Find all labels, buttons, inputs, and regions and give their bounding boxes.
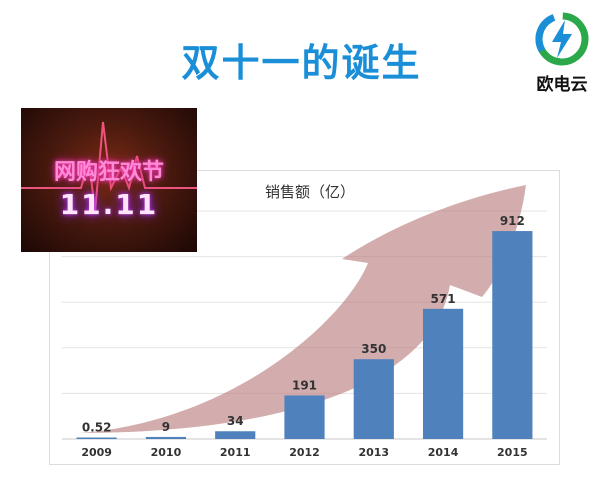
x-tick-label-2015: 2015 [497, 446, 528, 459]
chart-frame: 0.52 9 34 191 350 571 912 2009 2010 2011 2012 2013… [49, 170, 560, 465]
heartbeat-line [21, 121, 197, 213]
bar-2010 [145, 436, 187, 439]
value-label-2009: 0.52 [82, 421, 112, 435]
value-label-2011: 34 [227, 414, 244, 428]
x-tick-label-2013: 2013 [358, 446, 389, 459]
bar-2015 [492, 231, 533, 439]
x-tick-label-2012: 2012 [289, 446, 320, 459]
promo-image: 网购狂欢节 11.11 [21, 108, 197, 252]
bar-2009 [76, 437, 117, 439]
slide-title: 双十一的诞生 [181, 41, 422, 85]
value-label-2012: 191 [292, 378, 317, 392]
value-label-2015: 912 [500, 214, 525, 228]
value-label-2013: 350 [361, 342, 386, 356]
value-label-2014: 571 [431, 292, 456, 306]
value-label-2010: 9 [162, 420, 170, 434]
x-tick-label-2010: 2010 [151, 446, 182, 459]
lightning-bolt-icon [535, 12, 589, 66]
promo-text: 网购狂欢节 [53, 160, 164, 185]
logo-text: 欧电云 [536, 75, 588, 95]
bar-2014 [422, 308, 464, 439]
bar-2013 [353, 359, 394, 439]
promo-number: 11.11 [59, 188, 159, 221]
x-tick-label-2009: 2009 [81, 446, 112, 459]
bar-2011 [215, 431, 256, 439]
sales-bar-chart: 0.52 9 34 191 350 571 912 2009 2010 2011 2012 2013… [62, 183, 547, 459]
x-tick-label-2011: 2011 [220, 446, 251, 459]
bar-2012 [284, 395, 325, 439]
x-tick-label-2014: 2014 [428, 446, 459, 459]
logo: 欧电云 [527, 10, 597, 95]
chart-title: 销售额（亿） [265, 183, 355, 201]
growth-arrow [80, 185, 526, 433]
